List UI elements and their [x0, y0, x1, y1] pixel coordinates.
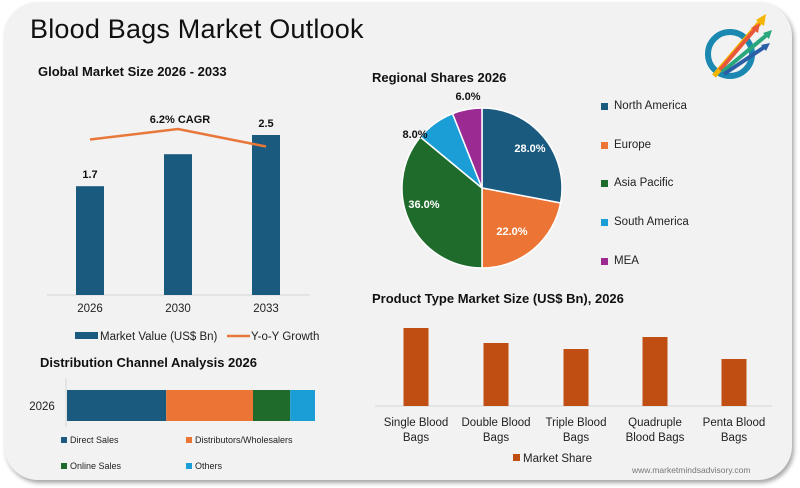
x-tick-label-line2: Bags [403, 432, 429, 444]
legend-label: Asia Pacific [614, 177, 674, 189]
legend-label: Others [195, 461, 223, 471]
legend-swatch [186, 463, 192, 469]
legend-item-distributors-wholesalers: Distributors/Wholesalers [186, 435, 293, 445]
stacked-segment-direct-sales [67, 390, 167, 421]
pie-slice-asia-pacific [401, 135, 483, 269]
x-tick-label-line1: Triple Blood [546, 417, 607, 429]
legend-label-market-value: Market Value (US$ Bn) [100, 331, 218, 343]
legend-label: South America [614, 216, 689, 228]
product-bar-penta-blood-bags [721, 359, 747, 406]
legend-swatch [61, 437, 67, 443]
pie-slice-mea [451, 107, 483, 189]
page-title: Blood Bags Market Outlook [30, 14, 364, 44]
legend-item-mea: MEA [601, 255, 639, 267]
legend-label: Distributors/Wholesalers [195, 435, 293, 445]
rising-arrows-logo-icon [705, 14, 772, 79]
legend-item-others: Others [186, 461, 222, 471]
global-market-size-title: Global Market Size 2026 - 2033 [38, 64, 227, 79]
x-tick-label: 2030 [165, 303, 191, 315]
product-bar-triple-blood-bags [563, 349, 589, 406]
x-tick-label-line2: Bags [563, 432, 589, 444]
legend-swatch [601, 218, 608, 226]
x-tick-label: 2026 [77, 303, 103, 315]
legend-swatch [61, 463, 67, 469]
legend-swatch [601, 102, 608, 110]
stacked-segment-online-sales [253, 390, 291, 421]
x-tick-label-line2: Blood Bags [626, 432, 685, 444]
legend-label: MEA [614, 255, 639, 267]
legend-item-north-america: North America [601, 100, 687, 112]
regional-shares-title: Regional Shares 2026 [372, 70, 507, 85]
legend-item-direct-sales: Direct Sales [61, 435, 119, 445]
yoy-growth-line [89, 127, 267, 148]
legend-label-yoy-growth: Y-o-Y Growth [251, 331, 319, 343]
product-type-title: Product Type Market Size (US$ Bn), 2026 [372, 291, 624, 306]
legend-label: Online Sales [70, 461, 122, 471]
x-tick-label: 2033 [253, 303, 279, 315]
pie-data-label: 22.0% [496, 226, 527, 238]
website-url: www.marketmindsadvisory.com [632, 465, 751, 475]
market-value-bar-2026 [76, 186, 104, 295]
legend-swatch [601, 257, 608, 265]
x-tick-label-line1: Single Blood [384, 417, 449, 429]
x-tick-label-line2: Bags [721, 432, 747, 444]
pie-data-label: 6.0% [455, 91, 480, 103]
product-bar-double-blood-bags [483, 343, 509, 406]
x-tick-label-line2: Bags [483, 432, 509, 444]
bar-data-label: 1.7 [82, 169, 97, 181]
legend-label: Direct Sales [70, 435, 119, 445]
pie-data-label: 8.0% [402, 129, 427, 141]
legend-swatch [601, 179, 608, 187]
legend-label: Europe [614, 139, 652, 151]
stacked-segment-distributors-wholesalers [166, 390, 253, 421]
x-tick-label-line1: Double Blood [461, 417, 530, 429]
legend-swatch [601, 141, 608, 149]
legend-item-europe: Europe [601, 139, 651, 151]
legend-swatch [186, 437, 192, 443]
distribution-channel-title: Distribution Channel Analysis 2026 [40, 355, 257, 370]
pie-slice-north-america [481, 107, 563, 204]
legend-item-south-america: South America [601, 216, 689, 228]
pie-slice-europe [481, 187, 562, 269]
market-value-bar-2030 [164, 154, 192, 295]
y-tick-label: 2026 [29, 401, 55, 413]
legend-item-online-sales: Online Sales [61, 461, 121, 471]
market-value-bar-2033 [252, 135, 280, 295]
bar-data-label: 2.5 [258, 118, 273, 130]
legend-item-asia-pacific: Asia Pacific [601, 177, 673, 189]
product-bar-single-blood-bags [403, 328, 429, 406]
legend-label-market-share: Market Share [523, 453, 592, 465]
pie-data-label: 28.0% [514, 143, 545, 155]
legend-swatch-market-share [513, 454, 520, 461]
x-tick-label-line1: Penta Blood [703, 417, 766, 429]
x-tick-label-line1: Quadruple [628, 417, 682, 429]
product-bar-quadruple-blood-bags [642, 337, 668, 406]
stacked-segment-others [290, 390, 315, 421]
legend-swatch-market-value [75, 332, 98, 339]
legend-label: North America [614, 100, 687, 112]
pie-data-label: 36.0% [408, 199, 439, 211]
cagr-annotation: 6.2% CAGR [150, 114, 211, 126]
